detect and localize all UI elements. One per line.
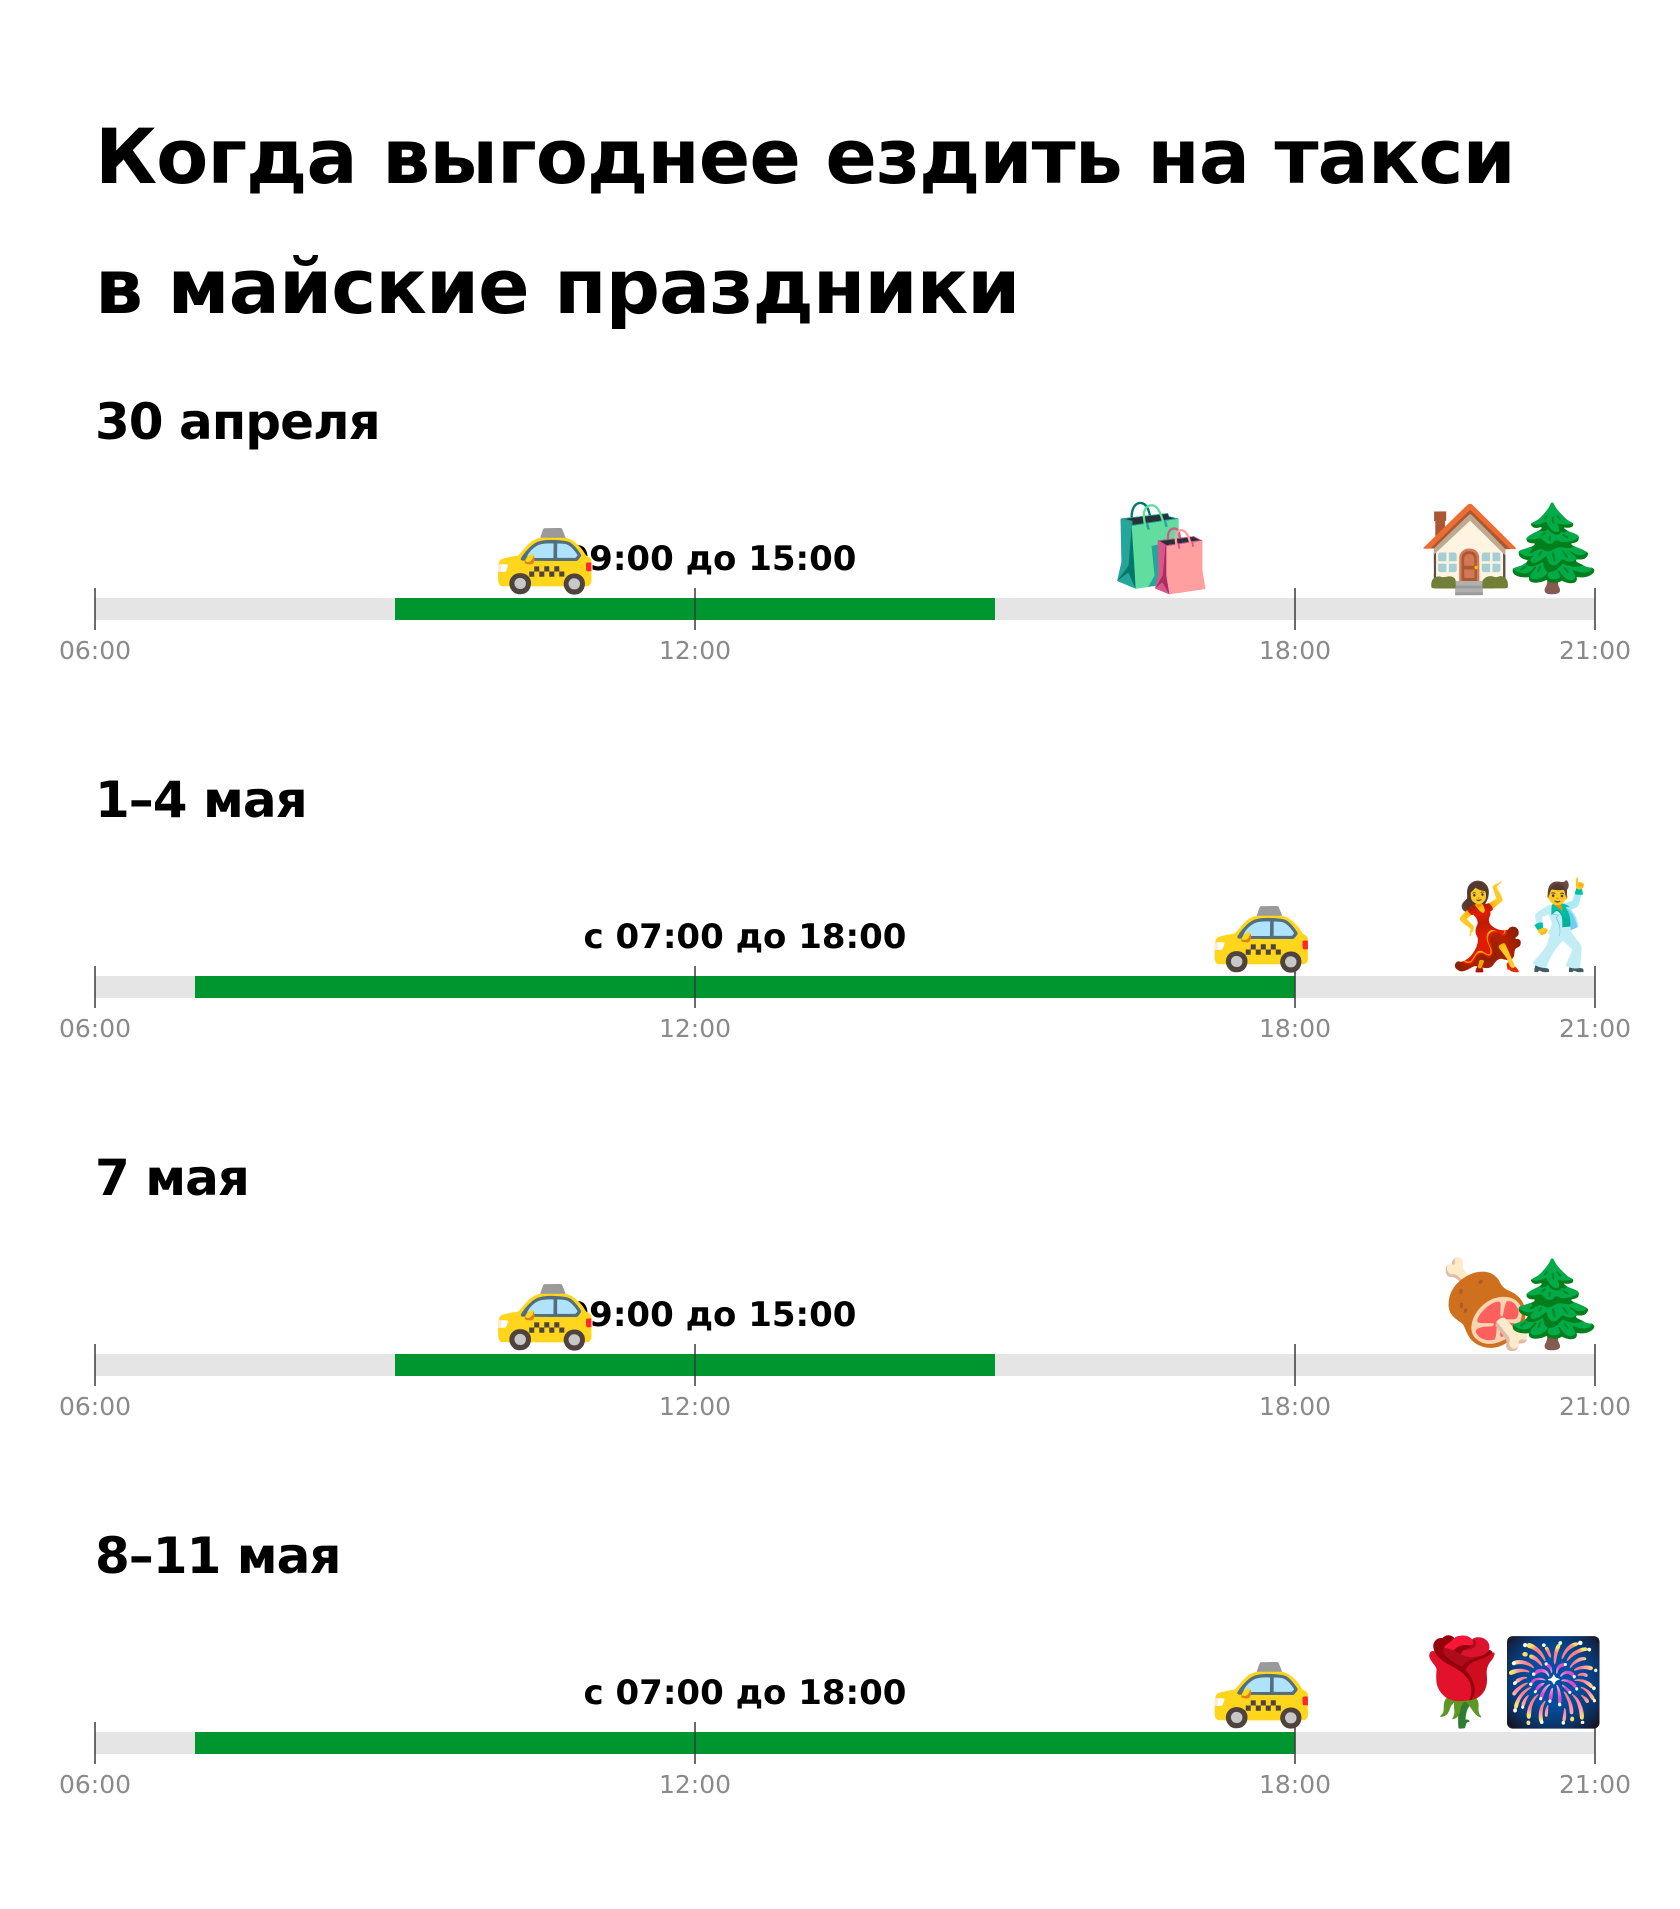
taxi-icon: 🚕 [1209,1633,1314,1731]
timeline-chart: с 09:00 до 15:00 06:00 12:00 18:00 21:00 🚕 🛍️ 🏠… [59,499,1631,665]
fireworks-icon: 🎆 [1501,1633,1606,1731]
timeline-chart: с 07:00 до 18:00 06:00 12:00 18:00 21:00 🚕 🌹🎆 [59,1632,1631,1799]
tick-label: 06:00 [59,1392,131,1421]
tick-label: 06:00 [59,636,131,665]
evergreen-tree-icon: 🌲 [1501,1255,1606,1353]
tick-label: 21:00 [1559,1392,1631,1421]
taxi-icon: 🚕 [1209,877,1314,975]
section-title: 8–11 мая [95,1527,341,1585]
section-title: 1–4 мая [95,771,308,829]
timeline-section-3: 7 мая с 09:00 до 15:00 06:00 12:00 18:00 21:… [0,1148,1680,1488]
tick-label: 18:00 [1259,1770,1331,1799]
best-time-bar [195,1732,1295,1754]
timeline-chart: с 07:00 до 18:00 06:00 12:00 18:00 21:00 🚕 💃🕺 [59,876,1631,1043]
range-label: с 07:00 до 18:00 [584,1673,907,1713]
tick-label: 12:00 [659,1770,731,1799]
shopping-bags-icon: 🛍️ [1109,499,1214,597]
section-title: 7 мая [95,1149,250,1207]
section-title: 30 апреля [95,393,381,451]
range-label: с 09:00 до 15:00 [534,539,857,579]
range-label: с 09:00 до 15:00 [534,1295,857,1335]
tick-label: 06:00 [59,1770,131,1799]
timeline-section-4: 8–11 мая с 07:00 до 18:00 06:00 12:00 18:00… [0,1526,1680,1866]
tick-label: 12:00 [659,1392,731,1421]
taxi-icon: 🚕 [493,1255,598,1353]
page-title-line-2: в майские праздники [95,242,1020,331]
range-label: с 07:00 до 18:00 [584,917,907,957]
dancer-woman-icon: 💃 [1434,877,1539,976]
timeline-section-1: 30 апреля с 09:00 до 15:00 06:00 12:00 18:0… [0,392,1680,732]
meat-on-bone-icon: 🍖 [1434,1254,1539,1357]
rose-icon: 🌹 [1409,1632,1514,1731]
page-title: Когда выгоднее ездить на такси в майские… [95,92,1516,352]
tick-label: 18:00 [1259,636,1331,665]
best-time-bar [195,976,1295,998]
tick-label: 12:00 [659,636,731,665]
tick-label: 18:00 [1259,1014,1331,1043]
tick-label: 12:00 [659,1014,731,1043]
timeline-chart: с 09:00 до 15:00 06:00 12:00 18:00 21:00 🚕 🍖🌲 [59,1254,1631,1421]
page-title-line-1: Когда выгоднее ездить на такси [95,112,1516,201]
tick-label: 21:00 [1559,636,1631,665]
evergreen-tree-icon: 🌲 [1501,499,1606,597]
house-icon: 🏠 [1418,499,1523,597]
tick-label: 18:00 [1259,1392,1331,1421]
tick-label: 21:00 [1559,1014,1631,1043]
tick-label: 06:00 [59,1014,131,1043]
taxi-icon: 🚕 [493,499,598,597]
tick-label: 21:00 [1559,1770,1631,1799]
timeline-section-2: 1–4 мая с 07:00 до 18:00 06:00 12:00 18:00 2… [0,770,1680,1110]
dancer-man-icon: 🕺 [1509,876,1614,975]
